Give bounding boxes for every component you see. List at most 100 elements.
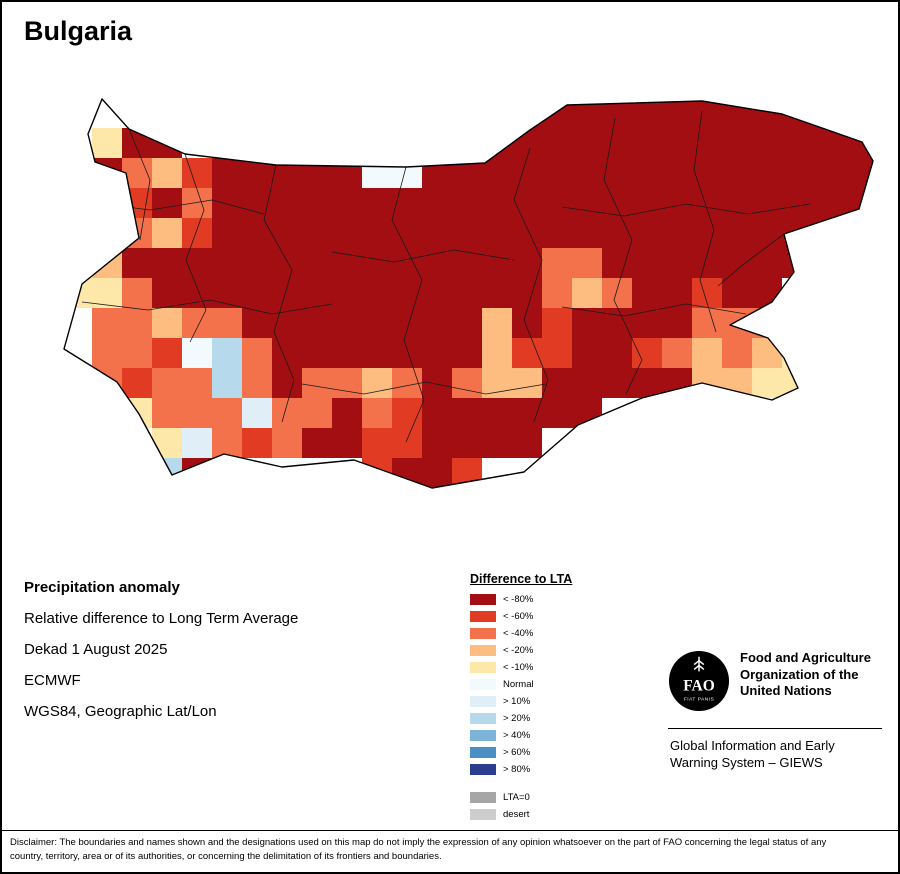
grid-cell	[302, 248, 332, 278]
grid-cell	[632, 278, 662, 308]
grid-cell	[812, 99, 842, 128]
grid-cell	[752, 188, 782, 218]
legend-label: desert	[503, 809, 530, 820]
grid-cell	[722, 99, 752, 128]
grid-cell	[722, 128, 752, 158]
grid-cell	[302, 278, 332, 308]
grid-cell	[392, 158, 422, 188]
grid-cell	[722, 338, 752, 368]
grid-cell	[692, 308, 722, 338]
grid-cell	[92, 128, 122, 158]
grid-cell	[362, 218, 392, 248]
grid-cell	[122, 308, 152, 338]
grid-cell	[452, 308, 482, 338]
grid-cell	[752, 128, 782, 158]
grid-cell	[332, 338, 362, 368]
grid-cell	[242, 368, 272, 398]
grid-cell	[332, 308, 362, 338]
grid-cell	[512, 188, 542, 218]
grid-cell	[452, 428, 482, 458]
legend-label: > 80%	[503, 764, 531, 775]
grid-cell	[602, 308, 632, 338]
grid-cell	[542, 368, 572, 398]
grid-cell	[392, 368, 422, 398]
grid-cell	[752, 218, 782, 248]
fao-org-name: Food and Agriculture Organization of the…	[740, 650, 871, 700]
grid-cell	[752, 248, 782, 278]
grid-cell	[572, 218, 602, 248]
grid-cell	[662, 188, 692, 218]
grid-cell	[362, 458, 392, 488]
grid-cell	[212, 308, 242, 338]
grid-cell	[512, 368, 542, 398]
grid-cell	[722, 218, 752, 248]
grid-cell	[692, 248, 722, 278]
legend-swatch	[470, 764, 496, 775]
disclaimer: Disclaimer: The boundaries and names sho…	[2, 829, 898, 873]
legend-item: < -40%	[470, 628, 572, 639]
grid-cell	[92, 308, 122, 338]
grid-cell	[302, 368, 332, 398]
admin-boundary-line	[693, 110, 717, 333]
grid-cell	[602, 248, 632, 278]
grid-cell	[482, 338, 512, 368]
grid-cell	[362, 308, 392, 338]
grid-cell	[422, 218, 452, 248]
grid-cell	[362, 368, 392, 398]
admin-boundary-line	[128, 128, 151, 241]
grid-cell	[212, 458, 242, 488]
grid-cell	[692, 368, 722, 398]
grid-cell	[332, 278, 362, 308]
grid-cell	[392, 398, 422, 428]
grid-cell	[362, 338, 392, 368]
grid-cell	[272, 278, 302, 308]
grid-cell	[842, 128, 872, 158]
grid-cell	[632, 128, 662, 158]
legend-swatch	[470, 696, 496, 707]
grid-cell	[662, 308, 692, 338]
grid-cell	[302, 338, 332, 368]
grid-cell	[602, 188, 632, 218]
admin-boundary-line	[561, 203, 811, 217]
grid-cell	[722, 248, 752, 278]
legend-label: < -80%	[503, 594, 534, 605]
grid-cell	[572, 368, 602, 398]
grid-cell	[542, 278, 572, 308]
fao-name-line: Food and Agriculture	[740, 650, 871, 665]
admin-boundary-line	[603, 117, 643, 395]
grid-cell	[812, 158, 842, 188]
fao-logo-text: FAO	[683, 678, 715, 695]
grid-cell	[632, 338, 662, 368]
legend-swatch	[470, 713, 496, 724]
grid-cell	[662, 368, 692, 398]
grid-cell	[662, 158, 692, 188]
grid-cell	[242, 428, 272, 458]
page-title: Bulgaria	[24, 16, 133, 46]
grid-cell	[452, 368, 482, 398]
legend-item: > 40%	[470, 730, 572, 741]
grid-cell	[242, 188, 272, 218]
grid-cell	[572, 308, 602, 338]
grid-cell	[272, 398, 302, 428]
grid-cell	[92, 338, 122, 368]
grid-cell	[362, 248, 392, 278]
grid-cell	[602, 99, 632, 128]
grid-cell	[242, 308, 272, 338]
legend-label: < -10%	[503, 662, 534, 673]
admin-boundary-line	[561, 303, 747, 317]
grid-cell	[812, 128, 842, 158]
grid-cell	[782, 188, 812, 218]
grid-cell	[362, 278, 392, 308]
grid-cell	[482, 308, 512, 338]
grid-cell	[122, 188, 152, 218]
grid-cell	[92, 278, 122, 308]
grid-cell	[512, 158, 542, 188]
legend-item: desert	[470, 809, 572, 820]
giews-line: Global Information and Early	[670, 738, 835, 753]
grid-cell	[182, 368, 212, 398]
legend-swatch	[470, 645, 496, 656]
grid-cell	[512, 248, 542, 278]
grid-cell	[392, 338, 422, 368]
legend-item: > 20%	[470, 713, 572, 724]
grid-cell	[422, 338, 452, 368]
